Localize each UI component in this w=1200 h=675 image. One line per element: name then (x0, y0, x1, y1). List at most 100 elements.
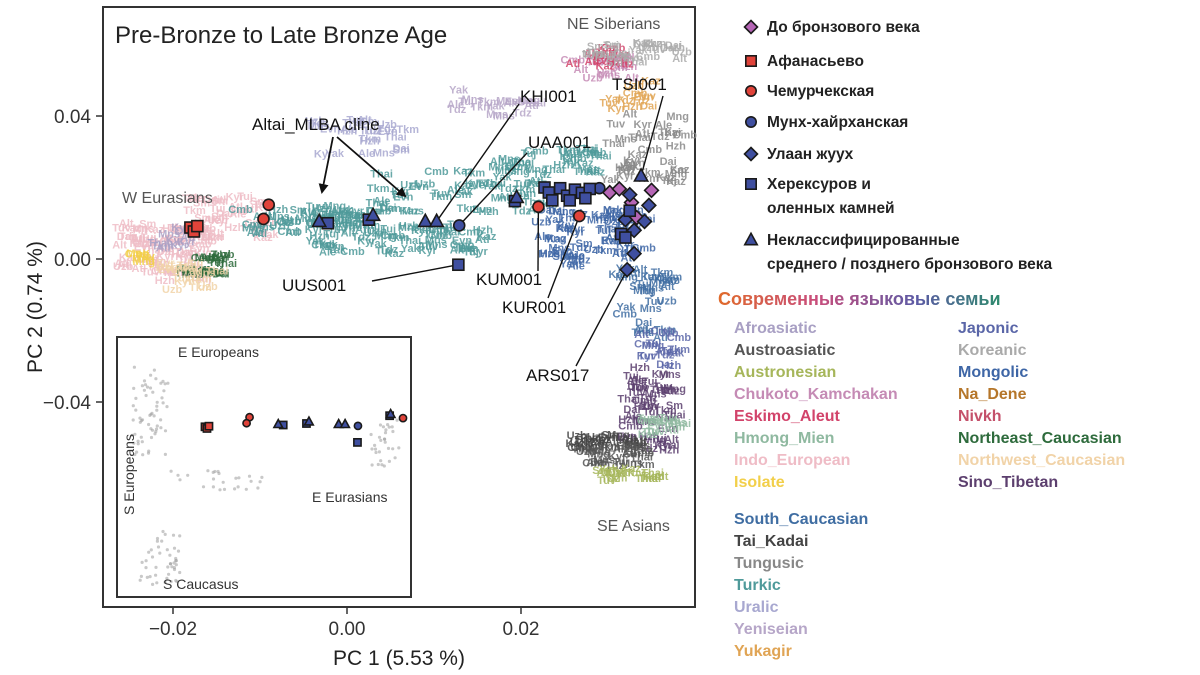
modern-population-label: Cmb (637, 415, 662, 427)
modern-population-label: Tkm (396, 124, 419, 136)
modern-population-label: Sm (666, 400, 683, 412)
modern-population-label: Dai (212, 269, 229, 281)
modern-population-label: Sm (602, 430, 619, 442)
modern-population-label: Tuv (112, 222, 132, 234)
modern-population-label: Alt (672, 53, 687, 65)
modern-population-label: Kaz (547, 233, 567, 245)
inset-background-point (159, 418, 163, 422)
modern-population-label: Tuj (237, 191, 253, 203)
modern-population-label: Ale (447, 99, 464, 111)
modern-population-label: Cmb (601, 43, 626, 55)
modern-population-label: Evn (166, 233, 186, 245)
modern-population-label: Tuj (613, 457, 629, 469)
inset-points-layer (130, 365, 408, 587)
modern-population-label: Tuv (249, 227, 269, 239)
inset-background-point (155, 581, 159, 585)
modern-population-label: Mns (615, 134, 637, 146)
modern-population-label: Kyr (640, 401, 659, 413)
modern-population-label: Alt (604, 53, 619, 65)
modern-population-label: Tuv (627, 387, 647, 399)
language-family-label: Austroasiatic (734, 342, 835, 359)
modern-population-label: Kaz (641, 75, 661, 87)
inset-frame (116, 336, 412, 598)
inset-background-point (170, 565, 174, 569)
inset-background-point (178, 534, 182, 538)
modern-population-label: Mns (548, 243, 570, 255)
inset-background-point (395, 418, 399, 422)
inset-background-point (165, 576, 169, 581)
modern-population-label: Thai (625, 56, 648, 68)
modern-population-label: Kyr (411, 225, 430, 237)
modern-population-label: Hzh (167, 225, 187, 237)
inset-background-point (155, 400, 159, 404)
modern-population-label: Tuj (636, 279, 652, 291)
modern-population-label: Thai (657, 440, 680, 452)
inset-background-point (136, 439, 140, 443)
inset-background-point (383, 431, 388, 435)
sample-leader-line (575, 269, 628, 367)
language-family-label: Northeast_Caucasian (958, 430, 1122, 447)
modern-population-label: Atl (252, 228, 267, 240)
ancient-sample-marker (191, 219, 204, 233)
inset-background-point (161, 379, 165, 383)
inset-background-point (386, 423, 390, 427)
modern-population-label: Dai (665, 40, 682, 52)
modern-population-label: Cmb (458, 227, 483, 239)
inset-background-point (163, 382, 167, 386)
modern-population-label: Ale (556, 223, 573, 235)
inset-background-point (370, 463, 374, 467)
modern-population-label: Hzh (600, 442, 620, 454)
inset-background-point (379, 438, 383, 442)
modern-population-label: Tdz (572, 254, 591, 266)
inset-background-point (382, 464, 386, 468)
modern-population-label: Cmb (636, 51, 661, 63)
modern-population-label: Ale (655, 120, 672, 132)
modern-population-label: Yak (260, 229, 280, 241)
modern-population-label: Alt (622, 434, 637, 446)
modern-population-label: Thai (342, 118, 365, 130)
modern-population-label: Yak (617, 302, 637, 314)
modern-population-label: Tuv (375, 246, 395, 258)
legend-marker (744, 116, 757, 129)
modern-population-label: Tuv (659, 413, 679, 425)
modern-population-label: Tuv (161, 236, 181, 248)
inset-background-point (256, 486, 260, 490)
inset-sample-marker (204, 421, 214, 431)
modern-population-label: Mng (491, 193, 514, 205)
modern-population-label: Tkm (379, 203, 402, 215)
modern-population-label: Cmb (228, 204, 253, 216)
inset-panel: E Europeans E Eurasians S Caucasus S Eur… (116, 336, 412, 598)
modern-population-label: Tuv (130, 234, 150, 246)
modern-population-label: Kyr (634, 119, 653, 131)
modern-population-label: Mns (665, 417, 687, 429)
inset-background-point (390, 425, 394, 429)
modern-population-label: Tkm (657, 274, 680, 286)
modern-population-label: Kaz (670, 164, 690, 176)
modern-population-label: Kaz (591, 210, 611, 222)
modern-population-label: Evn (617, 431, 637, 443)
inset-background-point (151, 390, 155, 394)
modern-population-label: Mng (324, 201, 347, 213)
modern-population-label: Dai (180, 263, 197, 275)
modern-population-label: Thai (366, 198, 389, 210)
modern-population-label: Tdz (352, 231, 371, 243)
sample-label: KUR001 (502, 298, 566, 317)
modern-population-label: Yak (560, 259, 580, 271)
inset-background-point (222, 487, 227, 491)
modern-population-label: Alt (490, 156, 505, 168)
inset-background-point (152, 414, 156, 418)
modern-population-label: Tdz (601, 473, 620, 485)
inset-background-point (145, 385, 150, 389)
modern-population-label: Dai (211, 253, 228, 265)
modern-population-label: Hzh (661, 360, 681, 372)
modern-population-label: Sm (592, 465, 609, 477)
ancient-sample-marker (619, 261, 636, 278)
modern-population-label: Tkm (457, 203, 480, 215)
modern-population-label: Tuv (641, 400, 661, 412)
inset-background-point (141, 453, 145, 457)
inset-background-point (206, 469, 210, 473)
inset-background-point (148, 575, 152, 579)
legend-item-label: Чемурчекская (767, 83, 874, 100)
ancient-sample-marker (452, 258, 465, 272)
modern-population-label: Tdz (655, 350, 674, 362)
